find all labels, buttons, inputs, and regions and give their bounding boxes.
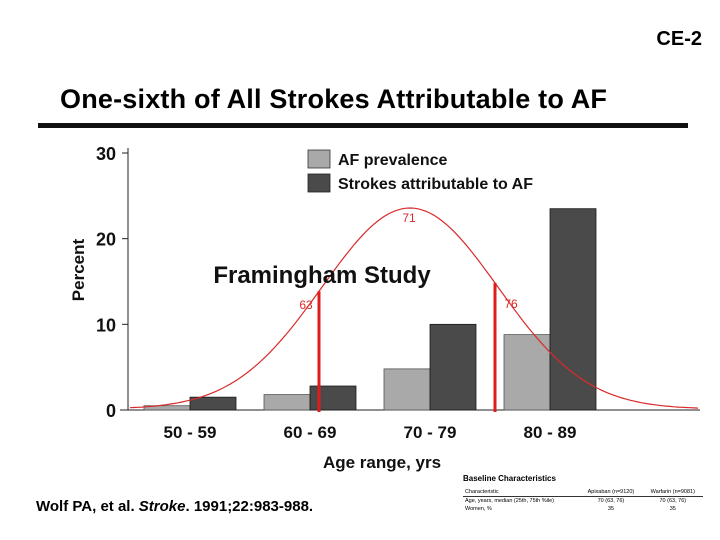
y-tick-label: 10 — [96, 315, 116, 335]
legend-swatch-prevalence — [307, 149, 331, 169]
y-tick-label: 20 — [96, 230, 116, 250]
bar-af-prevalence — [263, 394, 311, 411]
citation: Wolf PA, et al. Stroke. 1991;22:983-988. — [36, 498, 313, 515]
baseline-table: Characteristic Apixaban (n=9120) Warfari… — [463, 488, 703, 513]
bar-strokes-attributable — [429, 323, 477, 411]
baseline-title: Baseline Characteristics — [463, 474, 556, 483]
x-tick-label: 50 - 59 — [164, 423, 217, 442]
legend-swatch-strokes — [307, 173, 331, 193]
citation-details: . 1991;22:983-988. — [185, 498, 314, 515]
table-cell: 35 — [669, 506, 676, 512]
table-cell: Women, % — [465, 506, 492, 512]
curve-peak-label: 71 — [402, 211, 416, 225]
x-axis-label: Age range, yrs — [323, 453, 441, 472]
slide-title: One-sixth of All Strokes Attributable to… — [60, 84, 608, 114]
table-cell: 35 — [607, 506, 614, 512]
bar-strokes-attributable — [549, 208, 597, 411]
baseline-header-row: Characteristic Apixaban (n=9120) Warfari… — [463, 488, 703, 497]
legend-label-prevalence: AF prevalence — [338, 152, 447, 169]
bar-af-prevalence — [383, 368, 431, 411]
x-tick-label: 70 - 79 — [404, 423, 457, 442]
table-cell: 70 (63, 76) — [659, 498, 687, 504]
baseline-header: Apixaban (n=9120) — [579, 488, 643, 497]
bar-strokes-attributable — [189, 396, 237, 411]
table-row: Age, years, median (25th, 75th %ile) 70 … — [463, 497, 703, 506]
right-marker-label: 76 — [504, 297, 518, 311]
y-tick-label: 30 — [96, 144, 116, 164]
table-cell: Age, years, median (25th, 75th %ile) — [465, 498, 554, 504]
baseline-table-inset: Baseline Characteristics Characteristic … — [463, 474, 703, 513]
x-tick-label: 60 - 69 — [284, 423, 337, 442]
study-annotation: Framingham Study — [213, 262, 431, 289]
chart: 0 10 20 30 71 63 76 50 - 59 60 - 69 70 - 79 80 -… — [69, 144, 700, 472]
baseline-header: Warfarin (n=9081) — [642, 488, 703, 497]
legend: AF prevalence Strokes attributable to AF — [307, 149, 533, 193]
x-tick-label: 80 - 89 — [524, 423, 577, 442]
y-tick-label: 0 — [106, 401, 116, 421]
left-marker-label: 63 — [299, 298, 313, 312]
y-axis-label: Percent — [69, 238, 88, 301]
bar-strokes-attributable — [309, 385, 357, 411]
distribution-curve — [129, 207, 699, 409]
slide-id: CE-2 — [656, 28, 702, 50]
table-row: Women, % 35 35 — [463, 505, 703, 513]
legend-label-strokes: Strokes attributable to AF — [338, 176, 533, 193]
bar-af-prevalence — [503, 334, 551, 411]
title-rule — [38, 123, 688, 128]
table-cell: 70 (63, 76) — [597, 498, 625, 504]
citation-journal: Stroke — [138, 498, 186, 515]
baseline-header: Characteristic — [463, 488, 580, 497]
citation-authors: Wolf PA, et al. — [36, 498, 139, 515]
